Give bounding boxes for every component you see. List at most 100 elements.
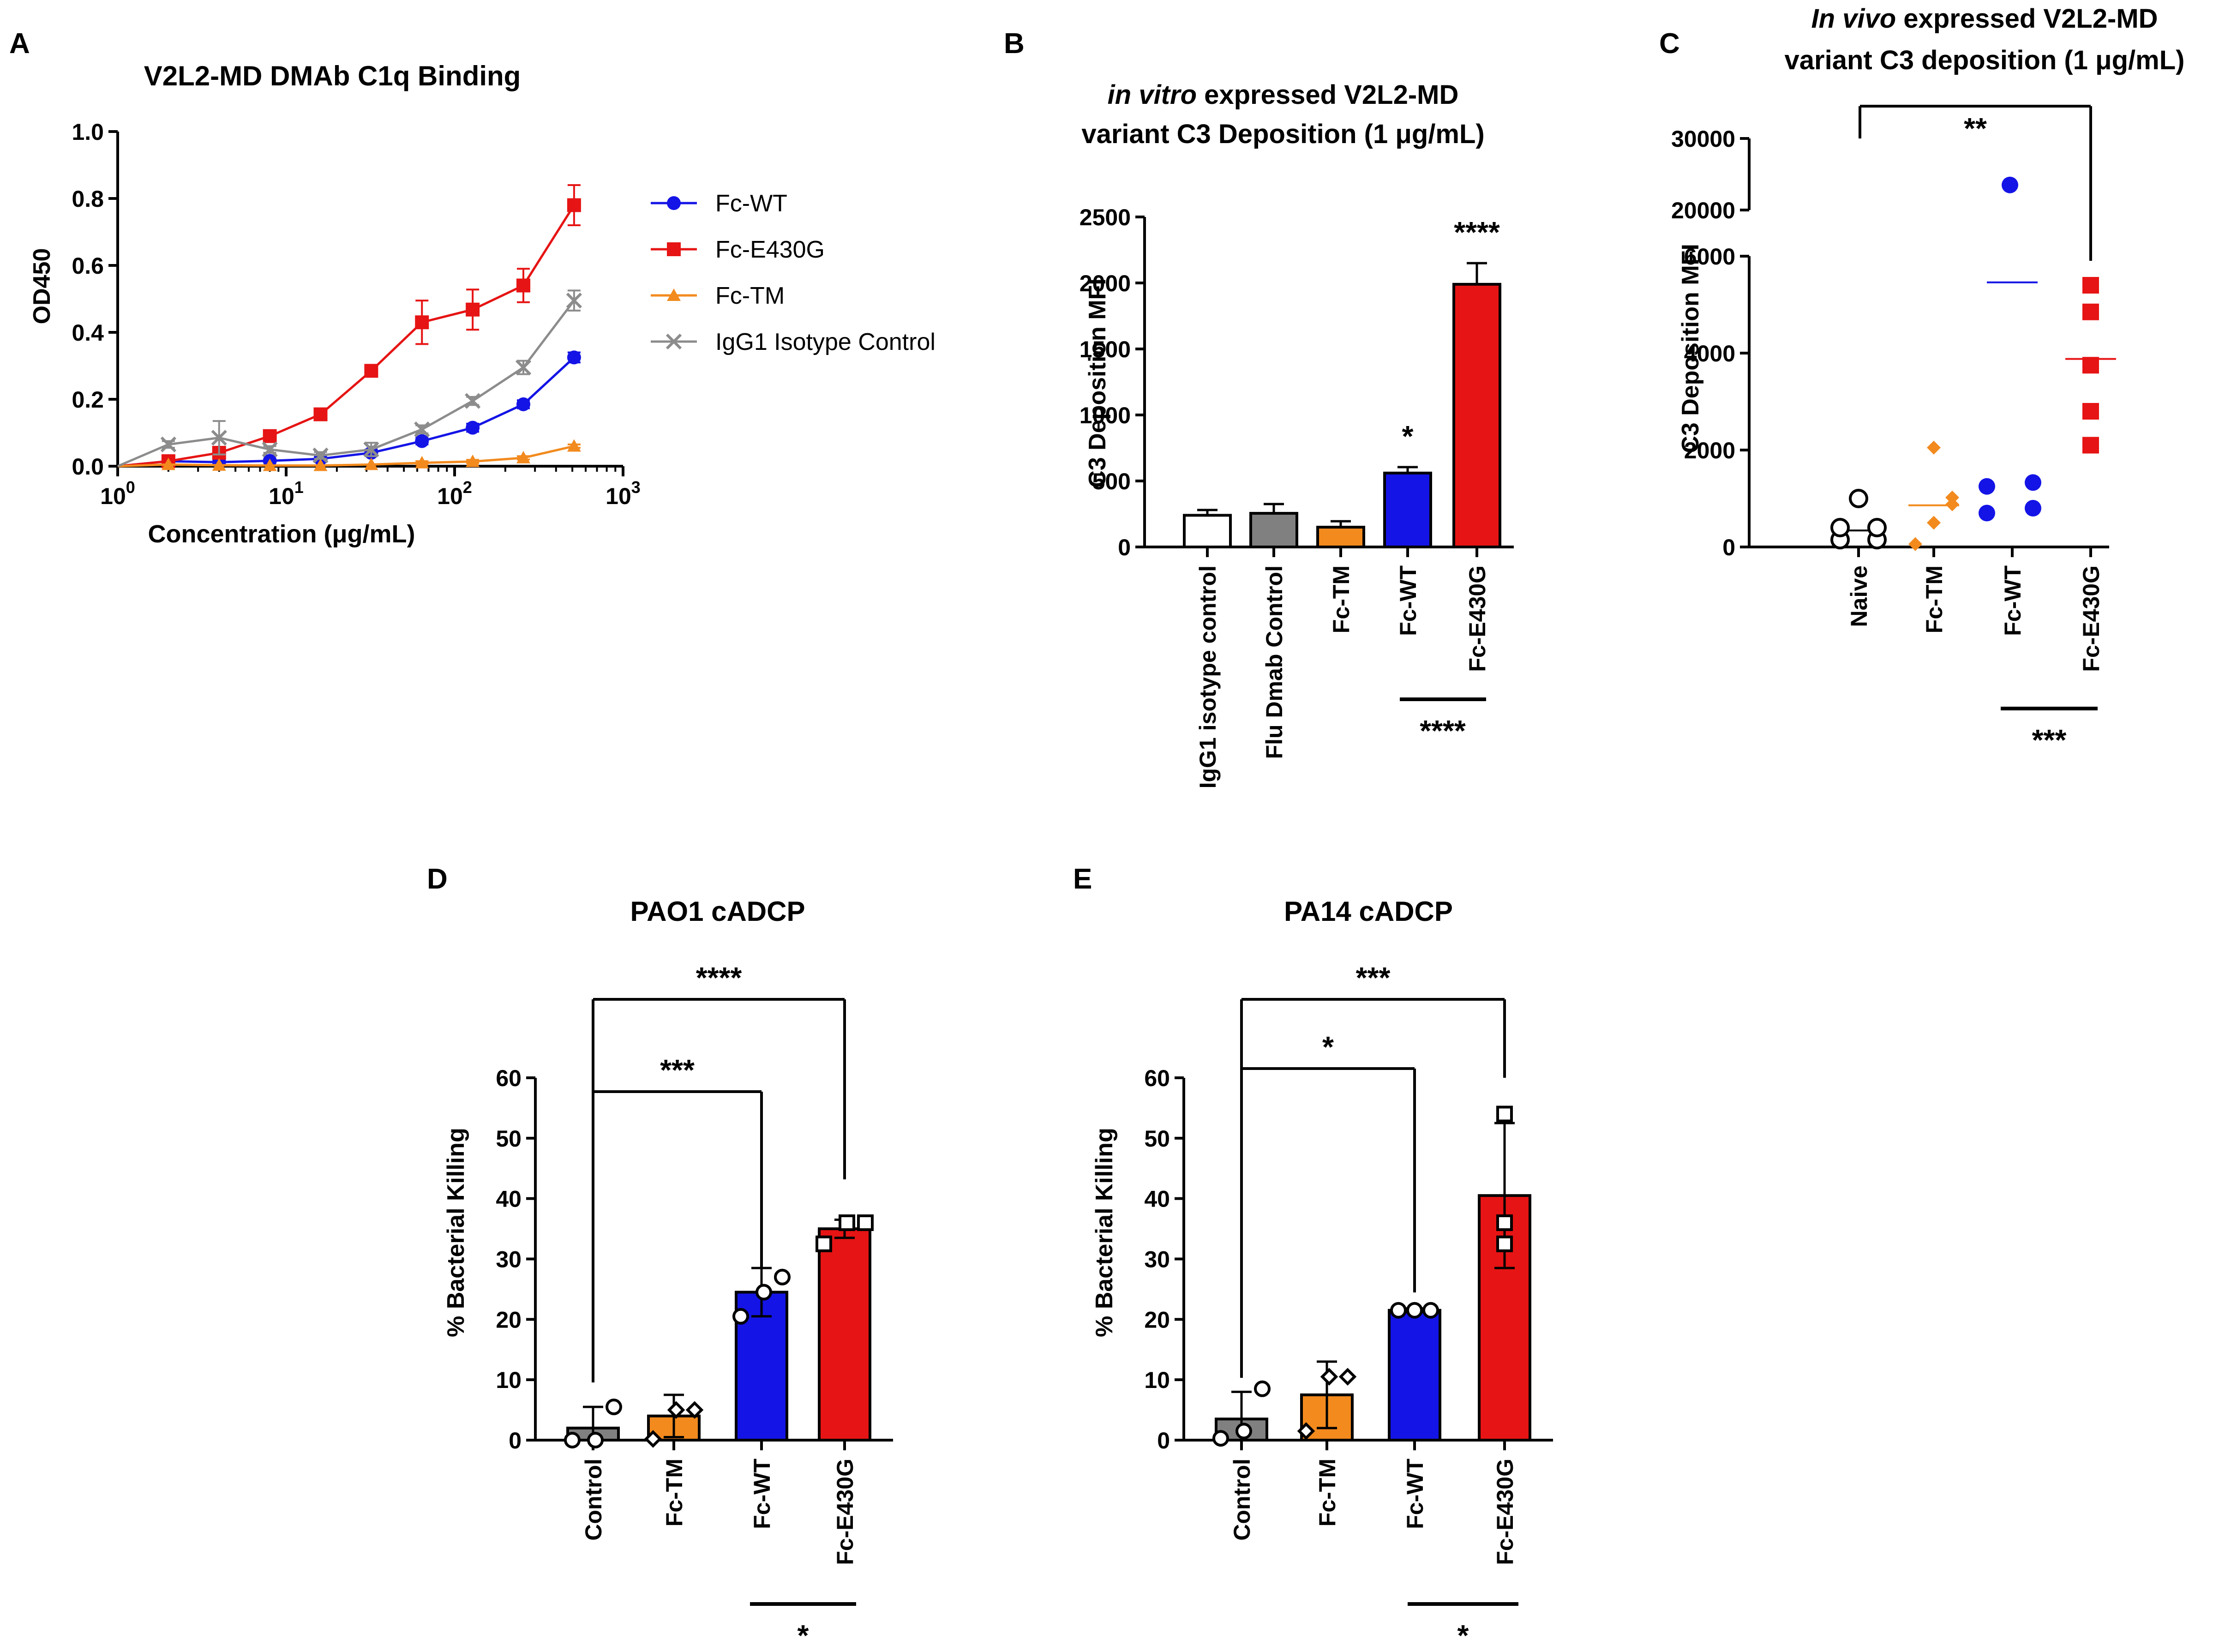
bar <box>818 1227 871 1442</box>
panel-c-x-tick-label: Fc-E430G <box>2078 565 2104 672</box>
panel-a-x-tick-exp: 1 <box>294 478 304 497</box>
y-tick-label: 40 <box>496 1186 522 1212</box>
bar <box>1452 282 1501 548</box>
panel-e-bars: ***** <box>1212 961 1531 1652</box>
data-point <box>839 1214 855 1231</box>
series-igg1-isotype-control-point <box>566 293 582 309</box>
panel-c-y-tick-label: 30000 <box>1671 126 1735 152</box>
x-tick-label: Fc-WT <box>749 1459 775 1529</box>
y-tick-label: 50 <box>1144 1126 1170 1152</box>
bar <box>1383 471 1432 548</box>
panel-c-axes: 0 2000 4000 6000 20000 30000 Naive Fc-TM Fc-WT Fc… <box>1671 126 2109 672</box>
panel-c-x-tick-label: Fc-WT <box>2000 565 2026 636</box>
series-igg1-isotype-control-line <box>117 300 575 468</box>
bottom-bracket-label: * <box>1457 1619 1469 1652</box>
panel-a-series <box>117 184 582 471</box>
series-fc-tm-point <box>364 457 378 470</box>
series-fc-wt-point <box>567 350 581 365</box>
data-point <box>1422 1302 1439 1319</box>
data-point <box>1254 1380 1271 1397</box>
legend-igg1-isotype-control-marker-stroke2 <box>666 333 682 350</box>
panel-a-x-tick-label: 103 <box>606 478 641 509</box>
bar <box>1249 512 1298 548</box>
x-tick-label: Fc-E430G <box>1492 1459 1518 1565</box>
series-fc-tm-point <box>567 439 581 452</box>
panel-c-dots: ***** <box>1830 105 2116 757</box>
data-point <box>774 1268 791 1286</box>
bracket-label: *** <box>1356 961 1391 994</box>
data-point <box>2082 357 2099 374</box>
panel-b-y-tick-label: 2000 <box>1080 270 1131 296</box>
panel-a-x-tick-base: 10 <box>606 483 631 509</box>
series-fc-wt-point <box>516 397 531 411</box>
panel-a-x-tick-base: 10 <box>437 483 463 509</box>
series-igg1-isotype-control-point <box>363 441 379 457</box>
y-tick-label: 30 <box>496 1247 522 1273</box>
data-point <box>2082 403 2099 420</box>
panel-b-x-tick-label: IgG1 isotype control <box>1195 565 1221 788</box>
legend-igg1-isotype-control-label: IgG1 Isotype Control <box>715 329 936 355</box>
panel-a-x-tick-exp: 2 <box>463 478 472 497</box>
series-fc-tm-point <box>466 454 480 467</box>
x-tick-label: Control <box>1229 1459 1255 1541</box>
series-igg1-isotype-control-point-stroke2 <box>465 393 481 409</box>
series-fc-e430g-point <box>516 278 531 293</box>
y-tick-label: 20 <box>1144 1307 1170 1333</box>
series-fc-tm-point <box>313 458 328 471</box>
y-tick-label: 0 <box>509 1428 522 1454</box>
panel-a-y-tick-label: 0.8 <box>72 186 104 212</box>
series-fc-e430g-point <box>364 364 378 378</box>
bar-significance: * <box>1402 420 1414 453</box>
legend-fc-wt-label: Fc-WT <box>715 190 787 217</box>
data-point <box>1979 478 1995 495</box>
panel-c-y-tick-label: 4000 <box>1684 341 1735 366</box>
series-fc-e430g-point <box>263 429 277 443</box>
panel-a-y-label: OD450 <box>29 248 55 324</box>
data-point <box>2002 176 2018 193</box>
panel-c-y-tick-label: 0 <box>1722 535 1735 560</box>
panel-c-x-tick-label: Fc-TM <box>1921 565 1947 633</box>
panel-c-title-line1: In vivo expressed V2L2-MD <box>1811 4 2158 34</box>
data-point <box>857 1214 874 1231</box>
series-fc-wt-point <box>415 434 429 448</box>
panel-b-title-line2: variant C3 Deposition (1 μg/mL) <box>1081 119 1484 149</box>
y-tick-label: 60 <box>1144 1065 1170 1091</box>
x-tick-label: Fc-E430G <box>832 1459 858 1565</box>
panel-c-title-italic: In vivo <box>1811 4 1896 34</box>
series-igg1-isotype-control-point <box>262 441 278 457</box>
series-fc-tm-point <box>415 456 429 469</box>
data-point <box>1235 1423 1252 1440</box>
series-fc-tm-point <box>516 451 531 463</box>
panel-a-x-label: Concentration (μg/mL) <box>148 520 415 548</box>
panel-c-y-label: C3 Deposition MFI <box>1677 244 1704 453</box>
data-point <box>2025 474 2041 491</box>
panel-b-y-tick-label: 1500 <box>1080 336 1131 362</box>
y-tick-label: 40 <box>1144 1186 1170 1212</box>
panel-letter-d: D <box>427 863 448 895</box>
panel-a-y-tick-label: 0.2 <box>72 387 104 413</box>
data-point <box>606 1399 622 1416</box>
panel-c-y-tick-label: 20000 <box>1671 198 1735 223</box>
data-point <box>1297 1422 1315 1440</box>
panel-b-title-rest: expressed V2L2-MD <box>1197 80 1458 110</box>
y-tick-label: 10 <box>496 1367 522 1393</box>
panel-letter-e: E <box>1073 863 1092 895</box>
legend-fc-wt-marker <box>667 196 681 210</box>
series-igg1-isotype-control-point-stroke2 <box>414 421 430 438</box>
bar-error <box>1467 262 1487 284</box>
series-fc-e430g-point <box>567 198 581 212</box>
series-igg1-isotype-control-point-stroke2 <box>160 436 176 452</box>
panel-a-legend: Fc-WT Fc-E430G Fc-TM IgG1 Isotype Control <box>651 190 936 355</box>
y-tick-label: 10 <box>1144 1367 1170 1393</box>
panel-c: C In vivo expressed V2L2-MD variant C3 d… <box>1659 4 2184 757</box>
panel-a-x-tick-base: 10 <box>100 483 126 509</box>
panel-a-x-tick-exp: 0 <box>126 478 135 497</box>
panel-a-x-tick-label: 101 <box>269 478 304 509</box>
panel-b-title-italic: in vitro <box>1108 80 1197 110</box>
legend-fc-tm-marker <box>667 288 681 301</box>
panel-letter-b: B <box>1004 28 1025 60</box>
data-point <box>1496 1214 1513 1231</box>
panel-c-title-line2: variant C3 deposition (1 μg/mL) <box>1785 45 2185 75</box>
panel-letter-c: C <box>1659 28 1680 60</box>
